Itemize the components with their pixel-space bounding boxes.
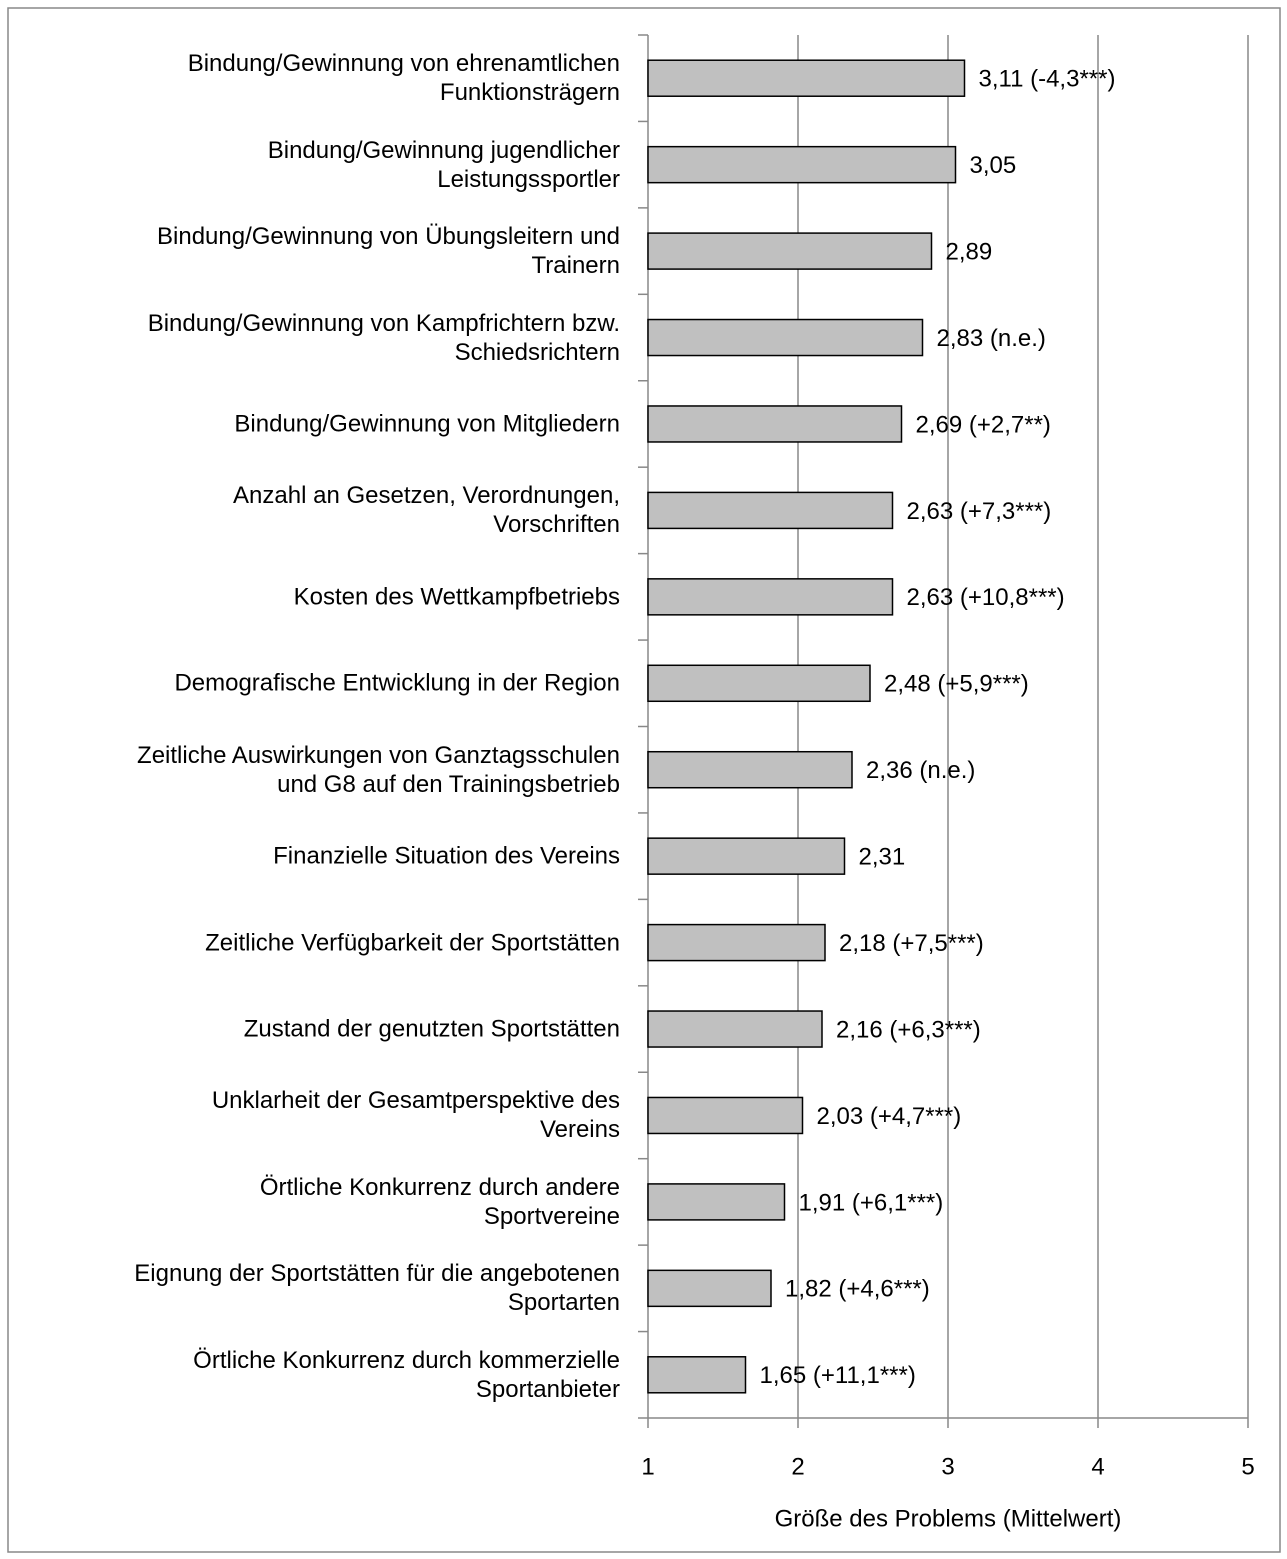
x-tick-label: 1: [641, 1453, 654, 1480]
bar: [647, 1010, 823, 1048]
bar: [647, 1356, 747, 1394]
category-label: Anzahl an Gesetzen, Verordnungen, Vorsch…: [233, 482, 620, 539]
bar: [647, 318, 924, 357]
category-label: Zustand der genutzten Sportstätten: [243, 1015, 620, 1043]
bar: [647, 923, 826, 962]
value-label: 1,65 (+11,1***): [760, 1362, 916, 1389]
value-label: 2,03 (+4,7***): [817, 1103, 962, 1130]
category-label: Zeitliche Auswirkungen von Ganztagsschul…: [137, 741, 620, 798]
value-label: 2,89: [946, 238, 993, 265]
value-label: 1,82 (+4,6***): [785, 1276, 930, 1303]
x-tick-label: 2: [791, 1453, 804, 1480]
value-label: 2,36 (n.e.): [866, 757, 975, 784]
bar: [647, 578, 894, 616]
value-label: 2,69 (+2,7**): [916, 411, 1051, 438]
category-label: Bindung/Gewinnung von ehrenamtlichen Fun…: [187, 50, 620, 107]
bar: [647, 491, 894, 530]
value-label: 1,91 (+6,1***): [799, 1189, 944, 1216]
bar: [647, 145, 957, 184]
value-label: 2,48 (+5,9***): [884, 671, 1029, 698]
category-label: Bindung/Gewinnung von Kampfrichtern bzw.…: [147, 309, 620, 366]
value-label: 3,05: [970, 152, 1017, 179]
bar: [647, 405, 903, 443]
value-label: 2,18 (+7,5***): [839, 930, 984, 957]
value-label: 3,11 (-4,3***): [979, 66, 1116, 93]
value-label: 2,31: [859, 844, 906, 871]
category-label: Eignung der Sportstätten für die angebot…: [134, 1260, 620, 1317]
category-label: Demografische Entwicklung in der Region: [174, 669, 620, 697]
category-label: Finanzielle Situation des Vereins: [273, 842, 620, 870]
x-axis-title: Größe des Problems (Mittelwert): [775, 1505, 1122, 1532]
category-label: Zeitliche Verfügbarkeit der Sportstätten: [205, 929, 620, 957]
value-label: 2,63 (+7,3***): [907, 498, 1052, 525]
category-label: Örtliche Konkurrenz durch andere Sportve…: [259, 1173, 620, 1230]
bar: [647, 1183, 786, 1221]
x-tick-label: 5: [1241, 1453, 1254, 1480]
category-label: Kosten des Wettkampfbetriebs: [293, 583, 620, 611]
bar: [647, 750, 853, 789]
bar: [647, 664, 871, 703]
x-tick-label: 4: [1091, 1453, 1104, 1480]
chart-border: [7, 7, 1281, 1553]
category-label: Bindung/Gewinnung jugendlicher Leistungs…: [267, 136, 620, 193]
category-label: Örtliche Konkurrenz durch kommerzielle S…: [193, 1346, 620, 1403]
bar: [647, 232, 933, 270]
bar: [647, 1269, 772, 1308]
bar: [647, 59, 966, 97]
x-tick-label: 3: [941, 1453, 954, 1480]
value-label: 2,83 (n.e.): [937, 325, 1046, 352]
category-label: Unklarheit der Gesamtperspektive des Ver…: [211, 1087, 620, 1144]
category-label: Bindung/Gewinnung von Übungsleitern und …: [157, 223, 620, 280]
value-label: 2,16 (+6,3***): [836, 1016, 981, 1043]
bar: [647, 837, 846, 875]
category-label: Bindung/Gewinnung von Mitgliedern: [234, 410, 620, 438]
bar: [647, 1096, 804, 1135]
value-label: 2,63 (+10,8***): [907, 584, 1065, 611]
